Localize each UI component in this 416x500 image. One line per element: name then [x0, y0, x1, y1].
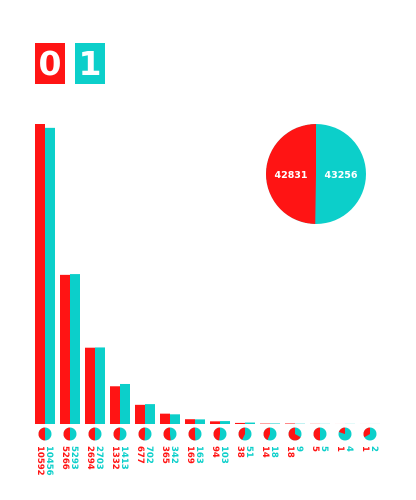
count-label-0-3: 2694 — [85, 446, 95, 470]
count-label-1-12: 5 — [319, 446, 329, 452]
bar-0-1 — [35, 124, 45, 424]
count-label-0-8: 94 — [210, 446, 220, 458]
totals-pie-slice-0 — [265, 123, 316, 224]
count-label-0-12: 5 — [310, 446, 320, 452]
totals-label-1: 43256 — [324, 170, 357, 181]
count-label-0-13: 1 — [335, 446, 345, 452]
count-label-0-2: 5266 — [60, 446, 70, 470]
count-label-1-9: 51 — [244, 446, 254, 458]
bar-1-8 — [220, 421, 230, 424]
mini-pie-slice-0-5 — [138, 427, 145, 441]
legend-tile-0: 0 — [35, 43, 65, 84]
bar-0-9 — [235, 422, 245, 424]
mini-pie-slice-0-14 — [363, 427, 370, 438]
mini-pie-slice-0-7 — [188, 427, 196, 441]
bar-0-11 — [285, 423, 295, 424]
count-label-1-13: 4 — [344, 446, 354, 452]
bar-1-5 — [145, 404, 155, 424]
mini-pie-slice-0-13 — [338, 427, 345, 434]
mini-pie-slice-0-3 — [88, 427, 95, 441]
mini-pie-slice-0-6 — [163, 427, 171, 441]
bar-0-3 — [85, 347, 95, 424]
count-label-0-4: 1332 — [110, 446, 120, 470]
count-label-1-14: 2 — [369, 446, 379, 452]
bar-1-7 — [195, 419, 205, 424]
count-label-1-7: 163 — [194, 446, 204, 464]
count-label-0-5: 677 — [135, 446, 145, 464]
count-label-1-6: 342 — [169, 446, 179, 464]
mini-pie-slice-0-11 — [288, 427, 301, 441]
count-label-0-14: 1 — [360, 446, 370, 452]
bar-1-9 — [245, 422, 255, 424]
bar-0-8 — [210, 421, 220, 424]
count-label-0-1: 10592 — [35, 446, 45, 476]
bar-0-7 — [185, 419, 195, 424]
count-label-0-10: 14 — [260, 446, 270, 458]
count-label-1-11: 9 — [294, 446, 304, 452]
mini-pie-slice-0-1 — [38, 427, 46, 441]
legend-tile-1: 1 — [75, 43, 105, 84]
bar-0-4 — [110, 386, 120, 424]
count-label-1-4: 1413 — [119, 446, 129, 470]
bar-1-1 — [45, 127, 55, 425]
mini-pie-slice-0-12 — [313, 427, 320, 441]
totals-label-0: 42831 — [274, 170, 307, 181]
bar-0-5 — [135, 404, 145, 424]
bar-1-2 — [70, 274, 80, 424]
bar-1-6 — [170, 414, 180, 424]
count-label-1-3: 2703 — [94, 446, 104, 470]
bar-0-6 — [160, 413, 170, 424]
mini-pie-slice-0-8 — [213, 427, 220, 441]
bar-1-3 — [95, 347, 105, 424]
mini-pie-slice-0-4 — [113, 427, 120, 441]
count-label-0-11: 18 — [285, 446, 295, 458]
count-label-0-7: 169 — [185, 446, 195, 464]
count-label-0-9: 38 — [235, 446, 245, 458]
count-label-1-1: 10456 — [44, 446, 54, 476]
count-label-1-10: 18 — [269, 446, 279, 458]
mini-pie-slice-0-9 — [238, 427, 245, 440]
bar-0-2 — [60, 274, 70, 424]
bar-1-4 — [120, 383, 130, 424]
count-label-1-8: 103 — [219, 446, 229, 464]
count-label-1-2: 5293 — [69, 446, 79, 470]
count-label-0-6: 365 — [160, 446, 170, 464]
mini-pie-slice-0-2 — [63, 427, 70, 441]
mini-pie-slice-0-10 — [263, 427, 270, 441]
count-label-1-5: 702 — [144, 446, 154, 464]
bar-1-10 — [270, 423, 280, 424]
